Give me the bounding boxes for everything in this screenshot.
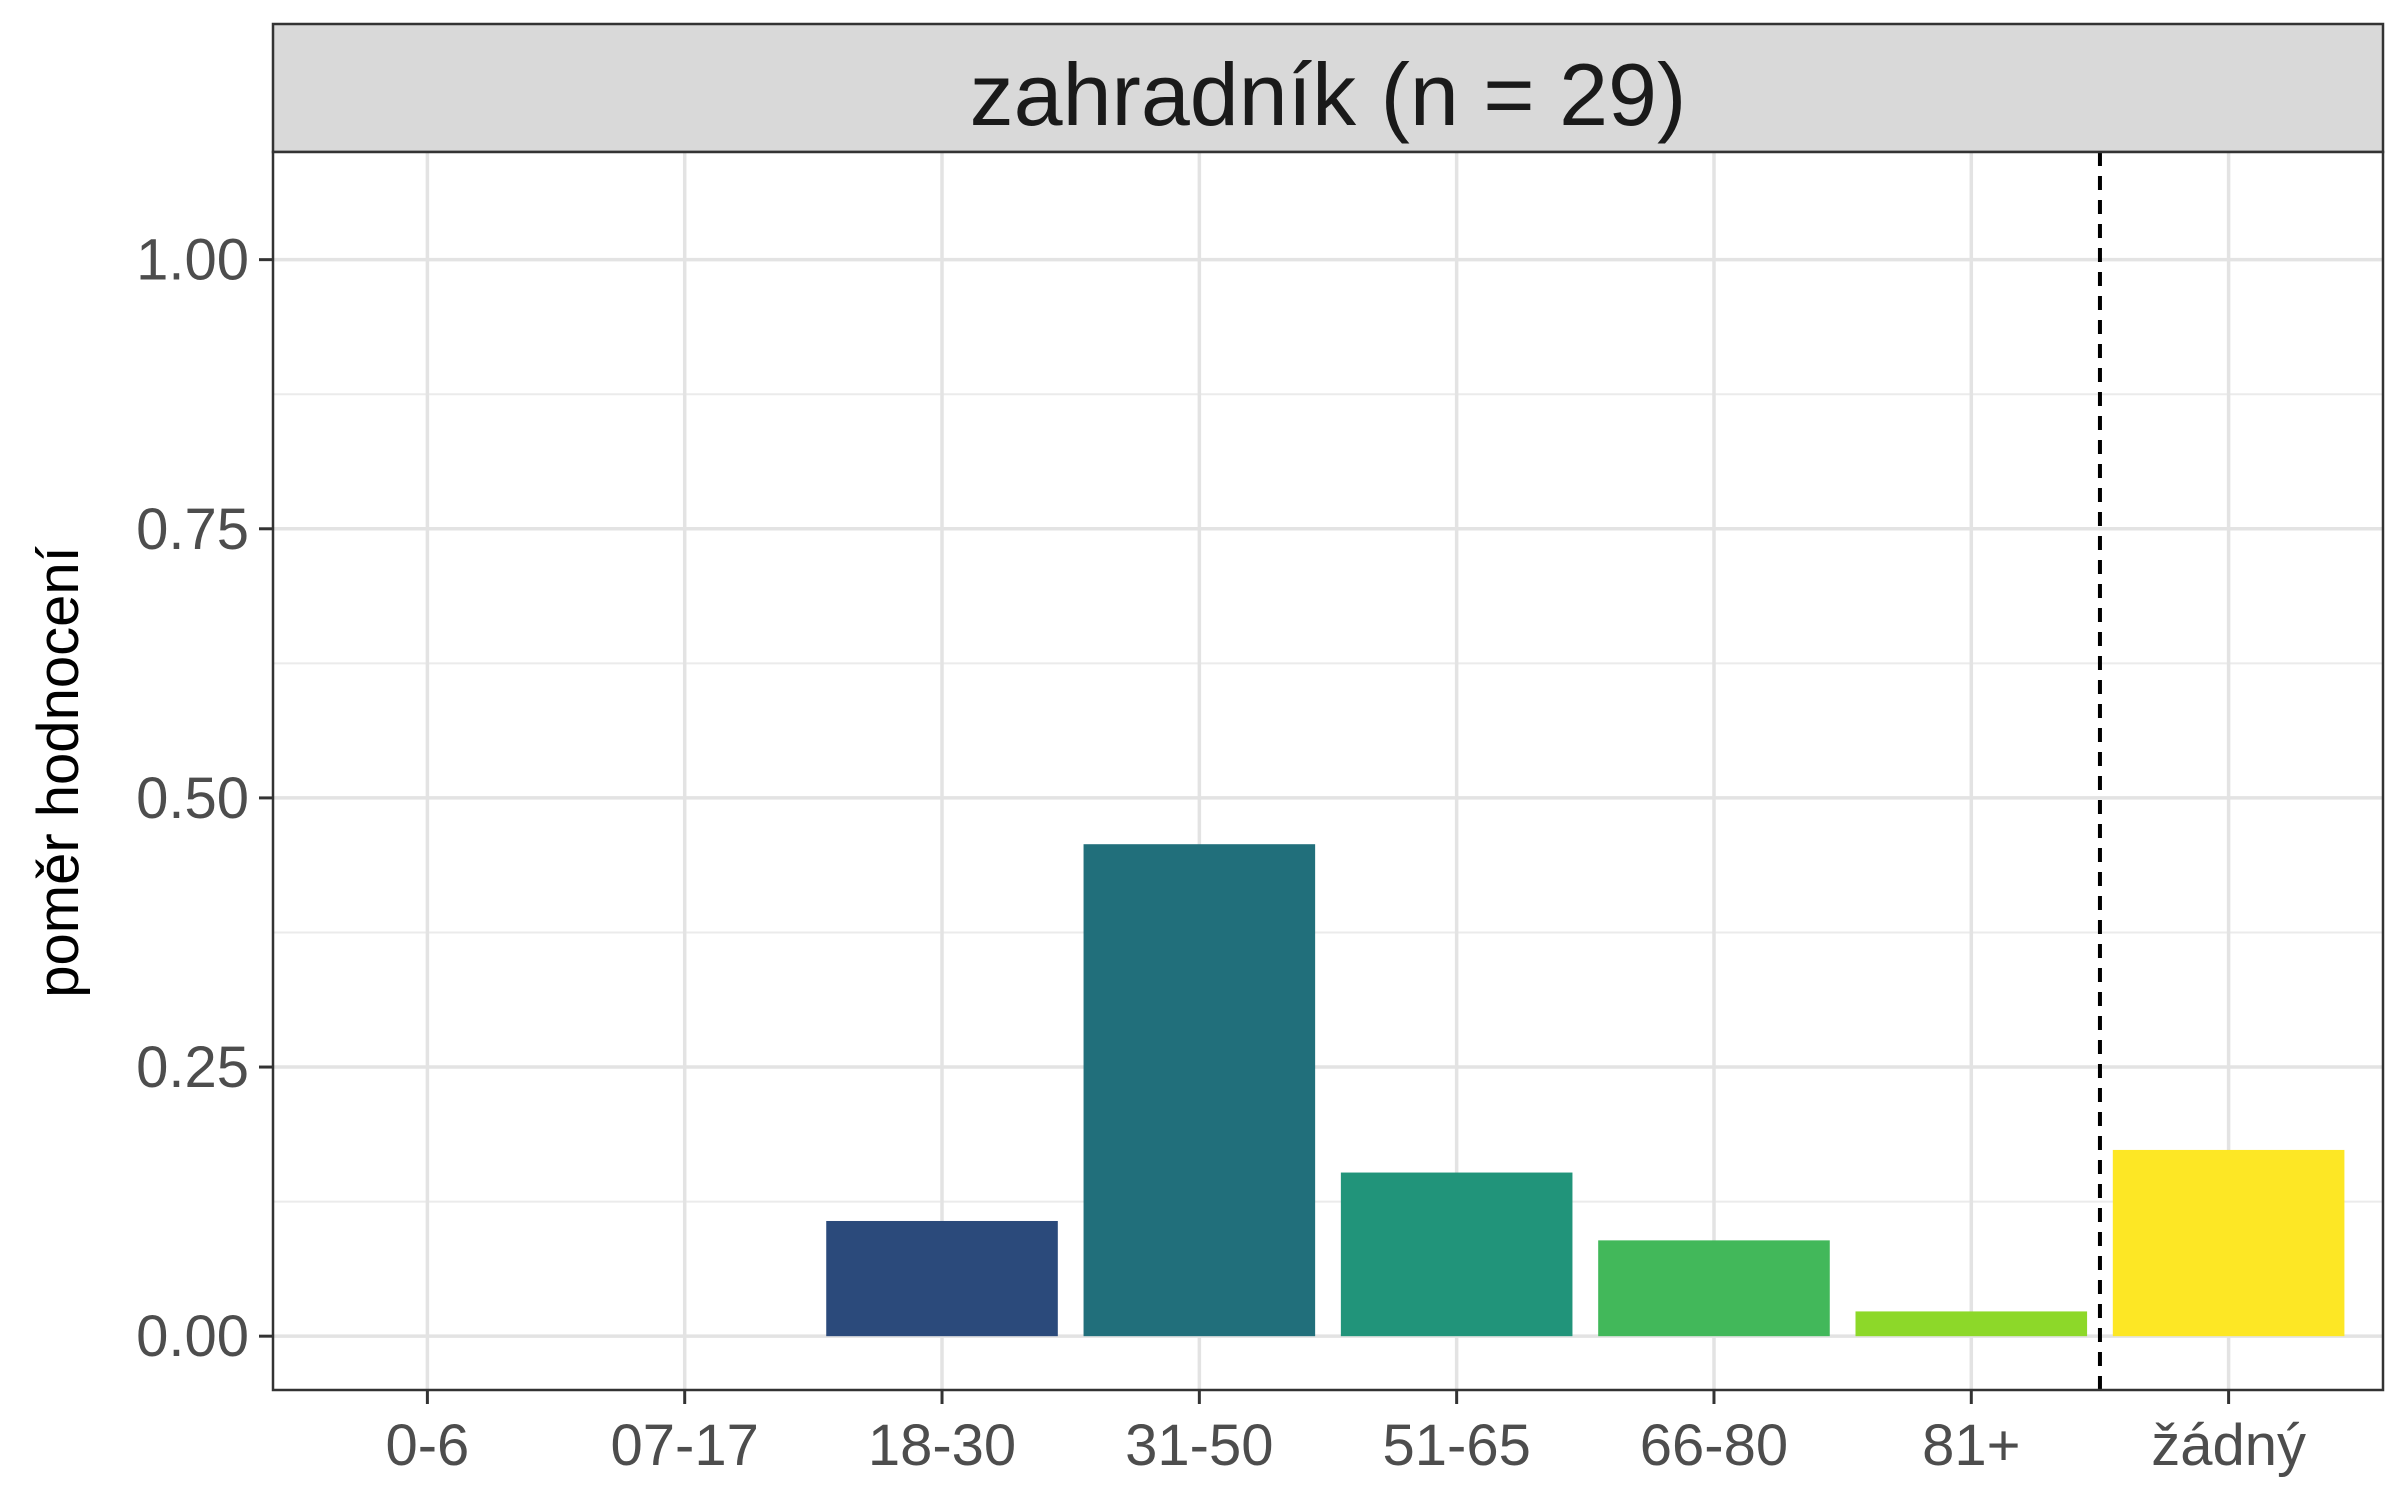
bar-66-80 [1598, 1240, 1830, 1337]
bar-51-65 [1340, 1172, 1573, 1337]
x-tick-label: 51-65 [1382, 1413, 1530, 1478]
y-axis: 0.00 0.25 0.50 0.75 1.00 [136, 228, 273, 1369]
bar-31-50 [1083, 844, 1316, 1337]
y-axis-title: poměr hodnocení [26, 546, 91, 997]
x-tick-label: 31-50 [1125, 1413, 1273, 1478]
chart-title: zahradník (n = 29) [970, 45, 1687, 144]
y-tick-label: 0.25 [136, 1035, 249, 1100]
grid-lines [273, 152, 2383, 1390]
x-tick-label: 18-30 [868, 1413, 1016, 1478]
bar-18-30 [826, 1220, 1058, 1337]
bars [826, 844, 2345, 1337]
facet-strip [271, 22, 2385, 154]
x-tick-label: 07-17 [611, 1413, 759, 1478]
plot-panel [273, 152, 2383, 1390]
y-tick-label: 1.00 [136, 228, 249, 293]
x-tick-label: žádný [2151, 1413, 2306, 1478]
bar-81+ [1855, 1311, 2088, 1337]
plot-border [271, 150, 2385, 1392]
y-tick-label: 0.75 [136, 497, 249, 562]
x-tick-label: 0-6 [385, 1413, 469, 1478]
bar-žádný [2112, 1149, 2345, 1337]
x-axis: 0-6 07-17 18-30 31-50 51-65 66-80 81+ žádný [385, 1390, 2306, 1478]
x-tick-label: 81+ [1922, 1413, 2020, 1478]
y-tick-label: 0.00 [136, 1304, 249, 1369]
x-tick-label: 66-80 [1640, 1413, 1788, 1478]
y-tick-label: 0.50 [136, 766, 249, 831]
